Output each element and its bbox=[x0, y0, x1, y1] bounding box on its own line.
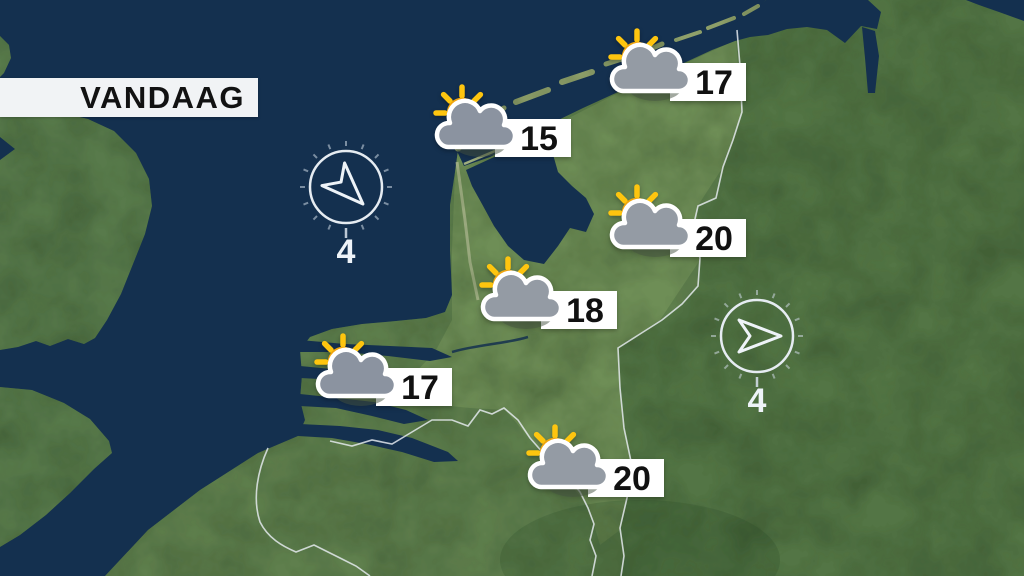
cloud bbox=[434, 98, 518, 150]
ems-river bbox=[862, 27, 879, 93]
temperature-value: 17 bbox=[695, 64, 733, 102]
cloud bbox=[527, 438, 611, 490]
rhine-waal-river bbox=[451, 335, 529, 354]
weather-station: 17 bbox=[592, 12, 762, 122]
sun-behind-cloud-icon: 18 bbox=[479, 256, 617, 330]
temperature-value: 18 bbox=[566, 292, 604, 330]
title-banner: VANDAAG bbox=[0, 78, 258, 117]
oosterschelde-estuary bbox=[300, 394, 428, 424]
dune-coast-strip bbox=[455, 161, 480, 301]
sun-behind-cloud-icon: 20 bbox=[526, 424, 664, 498]
page-title: VANDAAG bbox=[80, 79, 245, 115]
cloud bbox=[609, 42, 693, 94]
wind-arrow bbox=[737, 318, 783, 354]
westerschelde-estuary bbox=[298, 424, 458, 462]
wind-arrow bbox=[320, 161, 365, 206]
sun-behind-cloud-icon: 15 bbox=[433, 84, 571, 158]
wind-indicator: 4 bbox=[697, 276, 817, 426]
england-kent bbox=[0, 387, 112, 547]
wadden-island bbox=[559, 69, 595, 85]
germany-tint bbox=[618, 0, 1024, 576]
haringvliet-estuary bbox=[300, 340, 452, 361]
wadden-island bbox=[513, 87, 551, 105]
belgium-netherlands-border-line bbox=[329, 407, 597, 576]
wadden-island bbox=[674, 30, 702, 42]
jade-bight-corner-water bbox=[966, 0, 1024, 21]
france-belgium-border-line bbox=[255, 447, 371, 576]
wind-force-value: 4 bbox=[748, 382, 767, 420]
weather-station: 17 bbox=[298, 317, 468, 427]
wadden-island bbox=[706, 16, 736, 30]
wind-direction-dial-icon: 4 bbox=[300, 141, 392, 271]
cloud bbox=[480, 270, 564, 322]
ardennes-tint bbox=[500, 500, 780, 576]
wind-indicator: 4 bbox=[286, 127, 406, 277]
sun-behind-cloud-icon: 17 bbox=[608, 28, 746, 102]
temperature-value: 20 bbox=[695, 220, 733, 258]
dial-ticks bbox=[711, 290, 803, 387]
dial-ticks bbox=[300, 141, 392, 238]
weather-station: 18 bbox=[463, 240, 633, 350]
england-east-anglia bbox=[0, 108, 152, 350]
sun-behind-cloud-icon: 17 bbox=[314, 333, 452, 407]
temperature-value: 20 bbox=[613, 460, 651, 498]
dial-circle bbox=[308, 149, 384, 225]
weather-station: 20 bbox=[592, 168, 762, 278]
cloud bbox=[315, 347, 399, 399]
temperature-value: 15 bbox=[520, 120, 558, 158]
sun-behind-cloud-icon: 20 bbox=[608, 184, 746, 258]
dial-circle bbox=[719, 298, 795, 374]
temperature-value: 17 bbox=[401, 369, 439, 407]
weather-station: 15 bbox=[417, 68, 587, 178]
wind-force-value: 4 bbox=[337, 233, 356, 271]
cloud bbox=[609, 198, 693, 250]
wind-direction-dial-icon: 4 bbox=[711, 290, 803, 420]
weather-station: 20 bbox=[510, 408, 680, 518]
wadden-island bbox=[742, 4, 760, 16]
england-north-sliver bbox=[0, 36, 11, 77]
ijsselmeer-water bbox=[466, 133, 594, 264]
